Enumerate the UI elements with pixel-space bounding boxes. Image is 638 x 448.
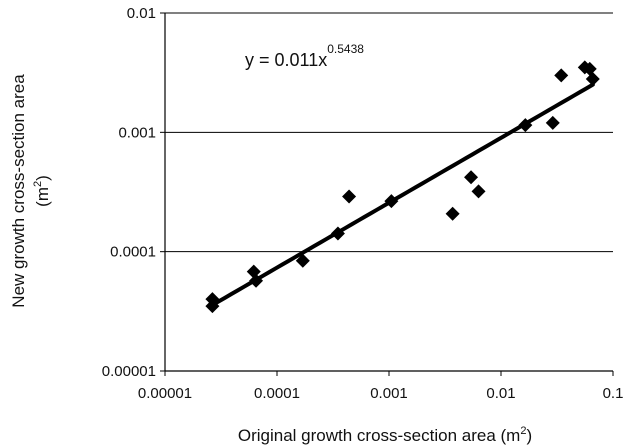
y-tick-labels: 0.00001 0.0001 0.001 0.01 [102, 5, 156, 380]
data-point-9 [464, 170, 479, 185]
x-tick-label-0: 0.00001 [138, 385, 192, 402]
data-point-7 [384, 194, 399, 209]
y-axis-title-line2: (m2) [32, 175, 52, 207]
data-point-8 [445, 206, 460, 221]
data-point-3 [249, 273, 264, 288]
data-point-11 [518, 118, 533, 133]
y-axis-title: New growth cross-section area (m2) [9, 74, 52, 308]
y-tick-label-1: 0.0001 [110, 244, 156, 261]
y-tick-label-0: 0.00001 [102, 363, 156, 380]
x-tick-label-2: 0.001 [370, 385, 408, 402]
data-point-10 [471, 184, 486, 199]
data-points [205, 60, 600, 314]
power-trendline [210, 82, 595, 308]
data-point-13 [554, 68, 569, 83]
gridlines [165, 12, 613, 372]
y-axis-title-line1: New growth cross-section area [9, 74, 28, 308]
data-point-1 [205, 299, 220, 314]
data-point-5 [330, 226, 345, 241]
trendline-equation: y = 0.011x0.5438 [245, 42, 364, 70]
trendline-equation-exponent: 0.5438 [327, 42, 364, 56]
y-tick-label-3: 0.01 [127, 5, 156, 22]
x-axis-title: Original growth cross-section area (m2) [238, 425, 532, 445]
data-point-6 [342, 189, 357, 204]
x-tick-label-3: 0.01 [486, 385, 515, 402]
data-point-16 [585, 71, 600, 86]
x-tick-label-1: 0.0001 [254, 385, 300, 402]
data-point-4 [295, 253, 310, 268]
x-tick-labels: 0.00001 0.0001 0.001 0.01 0.1 [138, 385, 624, 402]
y-tick-label-2: 0.001 [118, 124, 156, 141]
trendline-group [210, 82, 595, 308]
axes [160, 12, 614, 376]
data-point-15 [582, 61, 597, 76]
data-point-12 [545, 115, 560, 130]
x-tick-label-4: 0.1 [603, 385, 624, 402]
